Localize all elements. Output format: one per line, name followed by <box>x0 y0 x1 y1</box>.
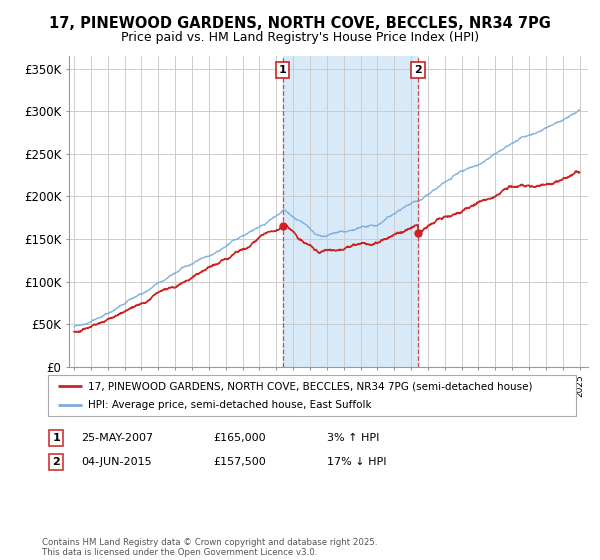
Text: 04-JUN-2015: 04-JUN-2015 <box>81 457 152 467</box>
FancyBboxPatch shape <box>48 375 576 416</box>
Text: 2: 2 <box>414 65 422 75</box>
Text: 2: 2 <box>52 457 60 467</box>
Text: 3% ↑ HPI: 3% ↑ HPI <box>327 433 379 443</box>
Text: £165,000: £165,000 <box>213 433 266 443</box>
Text: £157,500: £157,500 <box>213 457 266 467</box>
Bar <box>283 56 418 367</box>
Text: HPI: Average price, semi-detached house, East Suffolk: HPI: Average price, semi-detached house,… <box>88 400 371 409</box>
Text: 25-MAY-2007: 25-MAY-2007 <box>81 433 153 443</box>
Text: 17, PINEWOOD GARDENS, NORTH COVE, BECCLES, NR34 7PG (semi-detached house): 17, PINEWOOD GARDENS, NORTH COVE, BECCLE… <box>88 381 532 391</box>
Text: Price paid vs. HM Land Registry's House Price Index (HPI): Price paid vs. HM Land Registry's House … <box>121 31 479 44</box>
Text: 1: 1 <box>52 433 60 443</box>
Text: 1: 1 <box>279 65 287 75</box>
Text: 17, PINEWOOD GARDENS, NORTH COVE, BECCLES, NR34 7PG: 17, PINEWOOD GARDENS, NORTH COVE, BECCLE… <box>49 16 551 31</box>
Text: Contains HM Land Registry data © Crown copyright and database right 2025.
This d: Contains HM Land Registry data © Crown c… <box>42 538 377 557</box>
Text: 17% ↓ HPI: 17% ↓ HPI <box>327 457 386 467</box>
